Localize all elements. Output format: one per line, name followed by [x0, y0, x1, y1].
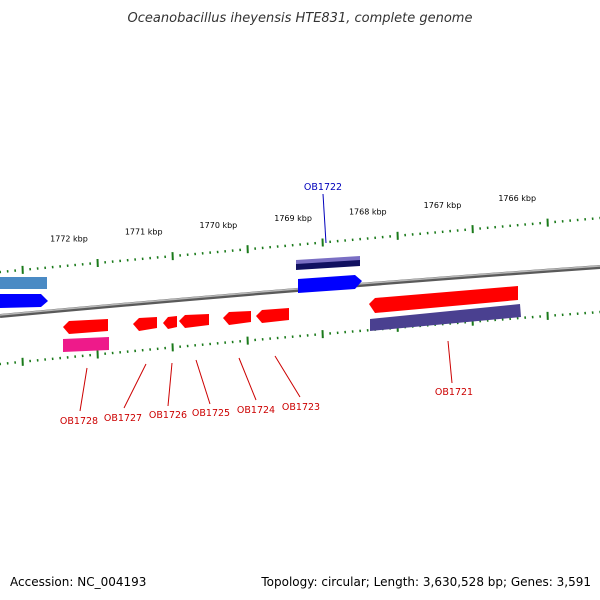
genome-summary-text: Topology: circular; Length: 3,630,528 bp…: [260, 575, 591, 589]
gene-label: OB1724: [237, 405, 275, 416]
gene-unlabeled-forward[interactable]: [0, 277, 48, 308]
label-leader: [167, 362, 173, 407]
gene-arrow: [179, 314, 209, 328]
gene-OB1722[interactable]: OB1722: [296, 182, 362, 293]
gene-OB1728[interactable]: OB1728: [60, 319, 109, 427]
gene-OB1725[interactable]: OB1725: [179, 314, 230, 419]
gene-arrow: [223, 311, 251, 325]
gene-arrow: [63, 319, 108, 334]
gene-label: OB1727: [104, 413, 142, 424]
gene-arrow: [133, 317, 157, 331]
map-title: Oceanobacillus iheyensis HTE831, complet…: [128, 11, 473, 26]
tick-label: 1767 kbp: [424, 201, 462, 210]
gene-label: OB1725: [192, 408, 230, 419]
label-leader: [447, 340, 453, 384]
tick-label: 1771 kbp: [125, 228, 163, 237]
gene-OB1726[interactable]: OB1726: [149, 316, 187, 421]
label-leader: [322, 193, 327, 244]
label-leader: [195, 359, 211, 405]
gene-shadow: [0, 277, 47, 289]
gene-core: [296, 260, 360, 270]
tick-label: 1770 kbp: [200, 221, 238, 230]
label-leader: [238, 357, 257, 401]
label-leader: [274, 355, 301, 398]
gene-arrow: [369, 286, 518, 313]
gene-label: OB1726: [149, 410, 187, 421]
gene-label: OB1722: [304, 182, 342, 193]
gene-arrow: [256, 308, 289, 323]
gene-label: OB1728: [60, 416, 98, 427]
tick-label: 1768 kbp: [349, 207, 387, 216]
tick-label: 1766 kbp: [498, 194, 536, 203]
scale-tick-labels: 1766 kbp 1767 kbp 1768 kbp 1769 kbp 1770 kbp…: [50, 194, 536, 243]
tick-label: 1769 kbp: [274, 214, 312, 223]
label-leader: [79, 367, 88, 412]
tick-label: 1772 kbp: [50, 235, 88, 244]
gene-arrow: [0, 294, 48, 308]
gene-arrow: [298, 275, 362, 293]
gene-OB1723[interactable]: OB1723: [256, 308, 320, 413]
gene-OB1724[interactable]: OB1724: [223, 311, 275, 416]
gene-label: OB1723: [282, 402, 320, 413]
gene-layer: OB1722 OB1721 OB1723 OB1724 OB1725: [0, 182, 521, 427]
label-leader: [123, 363, 147, 409]
gene-shadow: [370, 304, 521, 331]
gene-label: OB1721: [435, 387, 473, 398]
outer-scale-ticks: [0, 216, 600, 274]
gene-arrow: [163, 316, 177, 329]
gene-OB1721[interactable]: OB1721: [369, 286, 521, 398]
gene-shadow: [63, 337, 109, 352]
gene-OB1727[interactable]: OB1727: [104, 317, 157, 424]
accession-text: Accession: NC_004193: [10, 575, 146, 589]
inner-scale-ticks: [0, 310, 600, 366]
